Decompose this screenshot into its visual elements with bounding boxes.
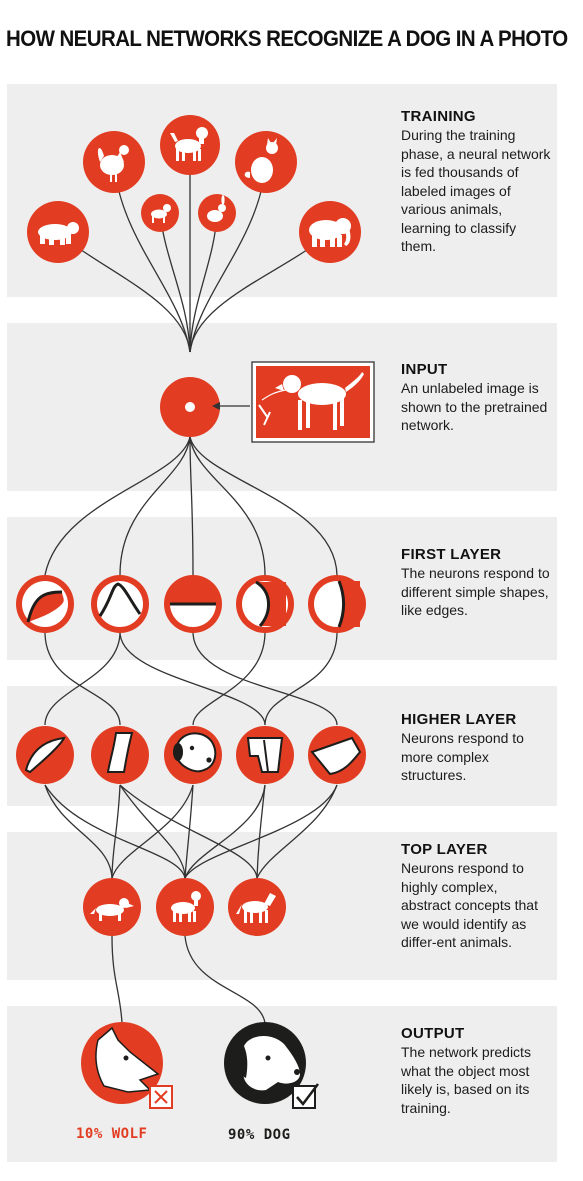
output-dog-node bbox=[224, 1022, 319, 1109]
input-body: An unlabeled image is shown to the pretr… bbox=[401, 380, 548, 433]
first-layer-text: FIRST LAYER The neurons respond to diffe… bbox=[401, 546, 551, 620]
first-node-5 bbox=[308, 575, 366, 633]
first-layer-heading: FIRST LAYER bbox=[401, 546, 502, 563]
dog-head-icon bbox=[241, 1035, 300, 1091]
training-text: TRAINING During the training phase, a ne… bbox=[401, 108, 551, 256]
first-node-3 bbox=[164, 575, 222, 633]
higher-layer-body: Neurons respond to more complex structur… bbox=[401, 730, 524, 783]
input-arrow bbox=[212, 402, 250, 410]
output-label-dog: 90% DOG bbox=[228, 1127, 291, 1143]
rooster-icon bbox=[97, 145, 129, 182]
dog-icon bbox=[170, 127, 208, 161]
cat-icon bbox=[244, 138, 278, 183]
first-node-4 bbox=[236, 575, 294, 633]
first-node-1 bbox=[16, 575, 74, 633]
higher-layer-heading: HIGHER LAYER bbox=[401, 711, 517, 728]
check-box-icon bbox=[292, 1085, 316, 1109]
elephant-icon bbox=[309, 218, 351, 247]
input-text: INPUT An unlabeled image is shown to the… bbox=[401, 361, 551, 435]
top-dog-icon bbox=[171, 891, 201, 922]
higher-layer-nodes bbox=[16, 726, 366, 784]
training-nodes bbox=[27, 115, 361, 263]
small-dog-icon bbox=[151, 204, 171, 223]
first-layer-body: The neurons respond to different simple … bbox=[401, 565, 550, 618]
rabbit-icon bbox=[207, 195, 226, 222]
output-body: The network predicts what the object mos… bbox=[401, 1044, 531, 1116]
top-layer-text: TOP LAYER Neurons respond to highly comp… bbox=[401, 841, 551, 952]
output-heading: OUTPUT bbox=[401, 1025, 465, 1042]
higher-layer-text: HIGHER LAYER Neurons respond to more com… bbox=[401, 711, 551, 785]
horse-icon bbox=[236, 893, 276, 923]
higher-node-2 bbox=[91, 726, 149, 784]
first-node-2 bbox=[91, 575, 149, 633]
output-text: OUTPUT The network predicts what the obj… bbox=[401, 1025, 551, 1117]
training-heading: TRAINING bbox=[401, 108, 476, 125]
first-layer-nodes bbox=[16, 575, 366, 633]
top-layer-body: Neurons respond to highly complex, abstr… bbox=[401, 860, 538, 950]
dog-walk-icon bbox=[275, 372, 364, 430]
output-wolf-node bbox=[81, 1022, 173, 1109]
bear-icon bbox=[38, 222, 79, 245]
top-layer-heading: TOP LAYER bbox=[401, 841, 488, 858]
higher-node-3 bbox=[164, 726, 222, 784]
higher-node-5 bbox=[308, 726, 366, 784]
input-heading: INPUT bbox=[401, 361, 448, 378]
input-photo bbox=[251, 361, 375, 443]
training-body: During the training phase, a neural netw… bbox=[401, 127, 551, 254]
higher-node-4 bbox=[236, 726, 294, 784]
page-title: HOW NEURAL NETWORKS RECOGNIZE A DOG IN A… bbox=[6, 26, 568, 51]
higher-node-1 bbox=[16, 726, 74, 784]
wolf-icon bbox=[90, 898, 134, 921]
output-label-wolf: 10% WOLF bbox=[76, 1126, 148, 1142]
